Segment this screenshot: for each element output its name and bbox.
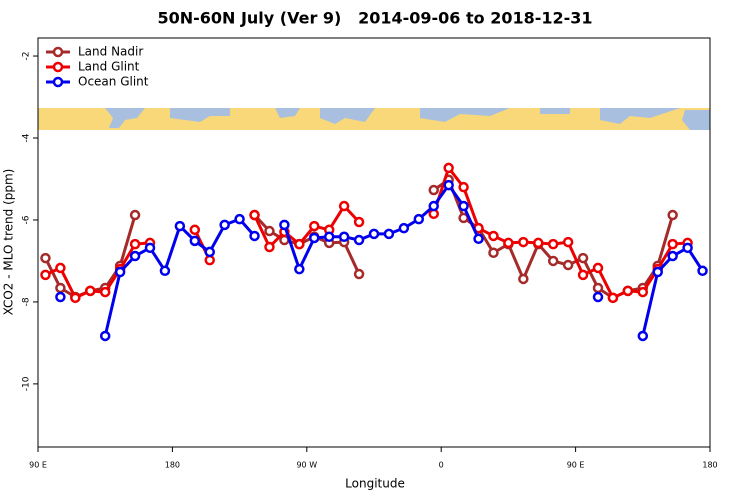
point [234, 213, 245, 225]
point [383, 228, 395, 240]
point [264, 225, 275, 237]
point [503, 237, 514, 249]
point [99, 286, 111, 298]
point [249, 230, 260, 242]
point [368, 228, 380, 240]
y-tick-label: -6 [22, 215, 32, 224]
point [577, 269, 589, 281]
point [398, 222, 410, 234]
point [443, 179, 454, 191]
point [338, 200, 350, 212]
x-tick-label: 0 [439, 461, 444, 470]
x-tick-label: 90 E [567, 461, 585, 470]
point [144, 242, 156, 254]
point [518, 273, 529, 285]
point [309, 220, 320, 232]
point [697, 265, 708, 277]
x-tick-label: 180 [702, 461, 717, 470]
point [428, 200, 439, 212]
point [622, 285, 634, 297]
plot-frame [37, 37, 711, 448]
point [637, 330, 649, 342]
point [592, 291, 604, 303]
point [279, 219, 290, 231]
point [55, 291, 66, 303]
point [592, 262, 604, 274]
y-tick-label: -8 [22, 297, 32, 306]
legend-marker [52, 76, 64, 88]
legend-marker [52, 46, 64, 58]
x-tick-label: 180 [165, 461, 180, 470]
point [338, 231, 350, 243]
point [443, 162, 454, 174]
point [323, 231, 335, 243]
x-tick-label: 90 E [29, 461, 47, 470]
point [70, 292, 81, 304]
x-tick-label: 90 W [296, 461, 317, 470]
point [547, 238, 559, 250]
point [607, 292, 619, 304]
point [55, 282, 66, 294]
point [294, 238, 305, 250]
point [592, 282, 604, 294]
map-strip [38, 108, 710, 130]
point [458, 181, 469, 193]
series-line [103, 183, 704, 337]
point [174, 220, 186, 232]
point [129, 238, 141, 250]
point [159, 265, 171, 277]
point [413, 213, 425, 225]
legend-marker [52, 61, 64, 73]
y-tick-label: -2 [22, 52, 32, 61]
point [249, 209, 260, 221]
point [40, 269, 51, 281]
legend-label: Ocean Glint [78, 75, 149, 89]
point [667, 250, 678, 262]
point [129, 250, 141, 262]
point [353, 268, 365, 280]
point [428, 184, 439, 196]
y-tick-label: -4 [22, 133, 32, 142]
point [637, 286, 649, 298]
point [309, 232, 320, 244]
point [129, 209, 141, 221]
point [667, 238, 678, 250]
point [204, 246, 215, 258]
point [577, 252, 589, 264]
point [518, 236, 529, 248]
point [488, 247, 499, 258]
point [547, 255, 559, 267]
legend-label: Land Nadir [78, 45, 143, 59]
point [294, 263, 305, 275]
point [562, 236, 574, 248]
point [353, 216, 365, 228]
point [473, 233, 484, 245]
series-line [44, 166, 688, 300]
point [652, 266, 663, 278]
point [99, 330, 111, 342]
legend-label: Land Glint [78, 60, 140, 74]
point [458, 200, 469, 212]
point [488, 230, 499, 242]
chart-title: 50N-60N July (Ver 9) 2014-09-06 to 2018-… [157, 9, 592, 28]
point [219, 219, 230, 231]
point [189, 235, 201, 247]
point [562, 259, 574, 271]
point [264, 241, 275, 253]
y-axis-label: XCO2 - MLO trend (ppm) [2, 169, 16, 316]
point [85, 285, 96, 297]
point [204, 254, 215, 266]
point [189, 224, 201, 236]
y-tick-label: -10 [22, 376, 32, 391]
point [55, 262, 66, 274]
point [682, 242, 693, 254]
point [114, 266, 126, 278]
point [40, 252, 51, 264]
point [667, 209, 678, 221]
x-axis-label: Longitude [345, 477, 405, 491]
point [353, 234, 365, 246]
point [533, 237, 544, 249]
